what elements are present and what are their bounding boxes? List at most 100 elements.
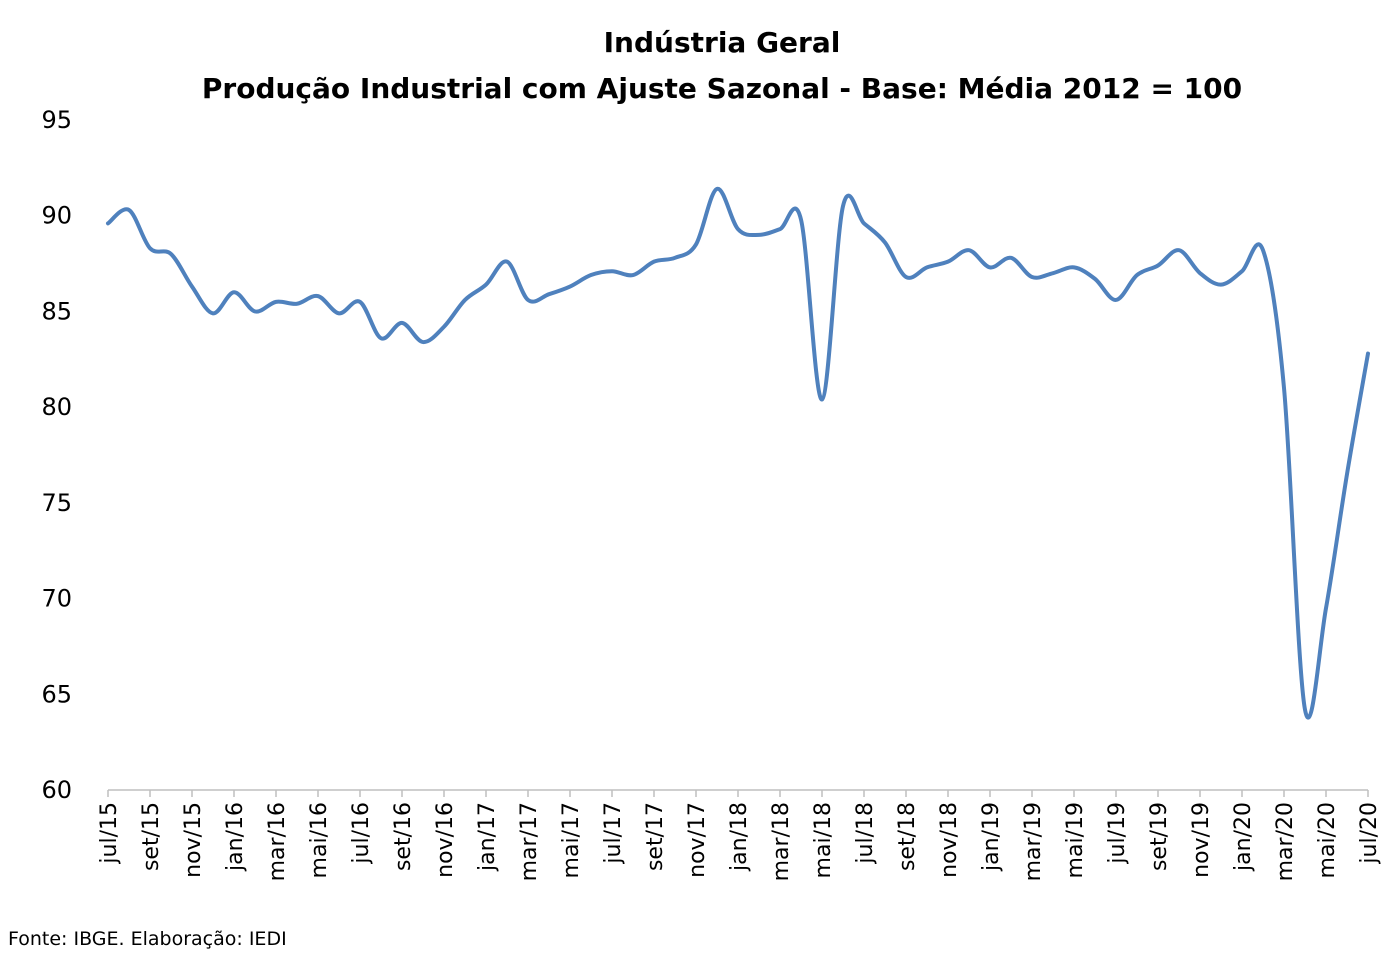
y-tick-label: 60 [41, 776, 72, 804]
x-tick-label: set/15 [139, 802, 164, 871]
data-point [715, 187, 719, 191]
series-points [106, 187, 1370, 712]
y-tick-label: 85 [41, 297, 72, 325]
x-tick-label: jan/17 [475, 802, 500, 872]
data-point [253, 309, 257, 313]
data-point [400, 321, 404, 325]
data-point [1009, 256, 1013, 260]
data-point [106, 221, 110, 225]
x-tick-label: mar/19 [1021, 802, 1046, 881]
data-point [1345, 472, 1349, 476]
x-tick-label: jul/15 [97, 802, 122, 865]
y-tick-label: 95 [41, 106, 72, 134]
data-point [694, 242, 698, 246]
chart-title: Indústria Geral [604, 26, 841, 59]
data-point [337, 311, 341, 315]
x-tick-label: mai/19 [1063, 802, 1088, 878]
x-tick-label: set/18 [895, 802, 920, 871]
x-tick-label: jul/17 [601, 802, 626, 865]
x-tick-label: nov/15 [181, 802, 206, 878]
data-point [610, 269, 614, 273]
data-point [799, 218, 803, 222]
data-point [484, 283, 488, 287]
x-tick-label: nov/18 [937, 802, 962, 878]
series-line [106, 186, 1370, 720]
data-point [169, 252, 173, 256]
x-tick-label: nov/17 [685, 802, 710, 878]
x-axis: jul/15 set/15 nov/15 jan/16 mar/16 mai/16 jul/… [97, 789, 1382, 881]
data-point [316, 294, 320, 298]
x-tick-label: mai/17 [559, 802, 584, 878]
x-tick-label: mai/18 [811, 802, 836, 878]
x-tick-label: jan/20 [1231, 802, 1256, 872]
data-point [211, 311, 215, 315]
x-tick-label: nov/19 [1189, 802, 1214, 878]
y-tick-label: 80 [41, 393, 72, 421]
data-point [127, 208, 131, 212]
y-tick-label: 75 [41, 489, 72, 517]
data-point [526, 298, 530, 302]
data-point [925, 265, 929, 269]
data-point [673, 256, 677, 260]
x-tick-label: jul/16 [349, 802, 374, 865]
data-point [232, 290, 236, 294]
data-point [148, 246, 152, 250]
data-point [358, 300, 362, 304]
source-note: Fonte: IBGE. Elaboração: IEDI [8, 928, 287, 950]
data-point [442, 325, 446, 329]
x-tick-label: mar/17 [517, 802, 542, 881]
data-point [1114, 298, 1118, 302]
chart-subtitle: Produção Industrial com Ajuste Sazonal -… [202, 72, 1242, 105]
data-point [883, 241, 887, 245]
data-point [967, 248, 971, 252]
data-point [862, 221, 866, 225]
data-point [841, 204, 845, 208]
data-point [1303, 708, 1307, 712]
y-tick-label: 70 [41, 585, 72, 613]
x-tick-label: set/17 [643, 802, 668, 871]
data-point [568, 285, 572, 289]
data-point [379, 336, 383, 340]
data-point [547, 292, 551, 296]
x-tick-label: set/19 [1147, 802, 1172, 871]
x-tick-label: set/16 [391, 802, 416, 871]
x-tick-label: mar/18 [769, 802, 794, 881]
data-point [1156, 263, 1160, 267]
x-tick-label: mai/16 [307, 802, 332, 878]
data-point [505, 260, 509, 264]
x-tick-label: jul/18 [853, 802, 878, 865]
data-point [589, 273, 593, 277]
data-point [463, 298, 467, 302]
data-point [1282, 386, 1286, 390]
data-point [421, 340, 425, 344]
data-point [1366, 352, 1370, 356]
data-point [1177, 248, 1181, 252]
data-point [1030, 275, 1034, 279]
data-point [757, 233, 761, 237]
data-point [946, 260, 950, 264]
data-point [778, 227, 782, 231]
data-point [988, 265, 992, 269]
data-point [295, 302, 299, 306]
data-point [652, 260, 656, 264]
x-tick-label: jan/18 [727, 802, 752, 872]
data-point [190, 285, 194, 289]
data-point [1093, 277, 1097, 281]
data-point [1219, 283, 1223, 287]
x-tick-label: nov/16 [433, 802, 458, 878]
data-point [631, 273, 635, 277]
data-point [1261, 248, 1265, 252]
data-point [1198, 271, 1202, 275]
x-tick-label: mai/20 [1315, 802, 1340, 878]
data-point [1072, 265, 1076, 269]
y-tick-label: 65 [41, 680, 72, 708]
data-point [1051, 271, 1055, 275]
x-tick-label: mar/20 [1273, 802, 1298, 881]
x-tick-label: jan/19 [979, 802, 1004, 872]
y-tick-label: 90 [41, 202, 72, 230]
x-tick-label: jan/16 [223, 802, 248, 872]
data-point [274, 300, 278, 304]
x-tick-label: jul/19 [1105, 802, 1130, 865]
y-axis: 60 65 70 75 80 85 90 95 [41, 106, 72, 804]
